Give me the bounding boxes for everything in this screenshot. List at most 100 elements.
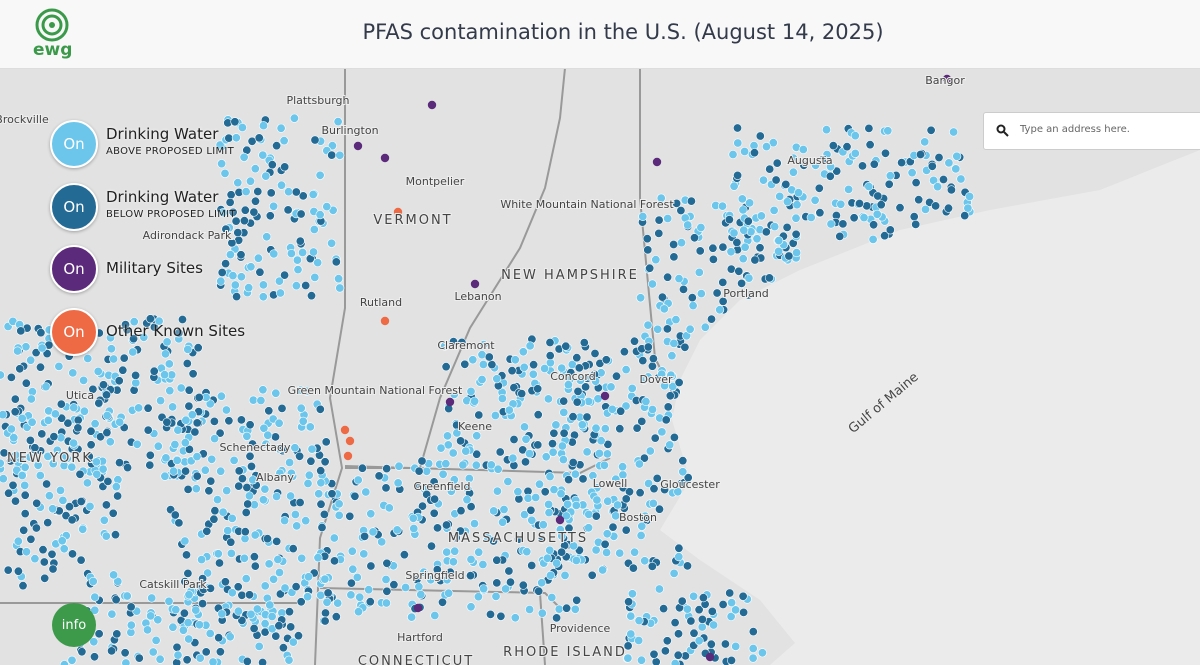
site-marker	[259, 423, 269, 433]
site-marker	[192, 452, 202, 462]
site-marker	[286, 622, 296, 632]
site-marker	[316, 478, 326, 488]
site-marker	[477, 374, 487, 384]
site-marker	[182, 550, 192, 560]
site-marker	[678, 467, 688, 477]
site-marker	[504, 566, 514, 576]
site-marker	[674, 274, 684, 284]
site-marker	[43, 451, 53, 461]
site-marker	[47, 549, 57, 559]
site-marker	[634, 635, 644, 645]
site-marker	[694, 267, 704, 277]
site-marker	[748, 627, 758, 637]
site-marker	[244, 283, 254, 293]
logo[interactable]: ewg	[33, 40, 73, 60]
legend-sublabel: ABOVE PROPOSED LIMIT	[106, 146, 235, 157]
site-marker	[265, 211, 275, 221]
site-marker	[648, 498, 658, 508]
site-marker	[184, 634, 194, 644]
site-marker	[118, 365, 128, 375]
site-marker	[44, 491, 54, 501]
site-marker	[689, 628, 699, 638]
site-marker	[353, 141, 363, 151]
site-marker	[223, 526, 233, 536]
site-marker	[184, 590, 194, 600]
toggle-button[interactable]: On	[50, 308, 98, 356]
site-marker	[263, 430, 273, 440]
site-marker	[134, 653, 144, 663]
site-marker	[52, 445, 62, 455]
site-marker	[9, 433, 19, 443]
site-marker	[27, 417, 37, 427]
site-marker	[680, 342, 690, 352]
site-marker	[520, 457, 530, 467]
site-marker	[430, 494, 440, 504]
site-marker	[98, 464, 108, 474]
site-marker	[616, 406, 626, 416]
site-marker	[361, 487, 371, 497]
site-marker	[106, 333, 116, 343]
site-marker	[460, 359, 470, 369]
site-marker	[289, 113, 299, 123]
site-marker	[129, 385, 139, 395]
site-marker	[42, 479, 52, 489]
site-marker	[221, 405, 231, 415]
site-marker	[568, 457, 578, 467]
search-box[interactable]: Type an address here.	[983, 112, 1200, 150]
site-marker	[242, 482, 252, 492]
site-marker	[284, 187, 294, 197]
site-marker	[260, 619, 270, 629]
site-marker	[350, 491, 360, 501]
site-marker	[572, 595, 582, 605]
site-marker	[774, 246, 784, 256]
site-marker	[669, 568, 679, 578]
site-marker	[146, 611, 156, 621]
site-marker	[549, 428, 559, 438]
header: ewg PFAS contamination in the U.S. (Augu…	[0, 0, 1200, 69]
toggle-button[interactable]: On	[50, 120, 98, 168]
site-marker	[669, 338, 679, 348]
site-marker	[472, 431, 482, 441]
site-marker	[645, 263, 655, 273]
site-marker	[126, 602, 136, 612]
site-marker	[897, 158, 907, 168]
site-marker	[273, 554, 283, 564]
site-marker	[382, 558, 392, 568]
site-marker	[190, 427, 200, 437]
site-marker	[706, 639, 716, 649]
site-marker	[6, 424, 16, 434]
site-marker	[927, 161, 937, 171]
place-label: Plattsburgh	[286, 94, 349, 107]
site-marker	[676, 206, 686, 216]
site-marker	[468, 355, 478, 365]
site-marker	[557, 363, 567, 373]
site-marker	[296, 403, 306, 413]
site-marker	[237, 122, 247, 132]
site-marker	[35, 362, 45, 372]
site-marker	[798, 145, 808, 155]
site-marker	[581, 382, 591, 392]
site-marker	[11, 450, 21, 460]
site-marker	[304, 470, 314, 480]
site-marker	[182, 655, 192, 665]
site-marker	[740, 242, 750, 252]
site-marker	[718, 599, 728, 609]
site-marker	[129, 317, 139, 327]
site-marker	[572, 397, 582, 407]
site-marker	[705, 652, 715, 662]
site-marker	[542, 553, 552, 563]
site-marker	[409, 523, 419, 533]
site-marker	[215, 558, 225, 568]
map[interactable]: Plattsburgh Burlington Brockville Montpelie…	[0, 68, 1200, 665]
info-button[interactable]: info	[52, 603, 96, 647]
site-marker	[700, 322, 710, 332]
site-marker	[258, 292, 268, 302]
site-marker	[89, 637, 99, 647]
site-marker	[170, 439, 180, 449]
site-marker	[857, 161, 867, 171]
toggle-button[interactable]: On	[50, 245, 98, 293]
toggle-button[interactable]: On	[50, 183, 98, 231]
site-marker	[131, 378, 141, 388]
site-marker	[58, 495, 68, 505]
site-marker	[657, 292, 667, 302]
